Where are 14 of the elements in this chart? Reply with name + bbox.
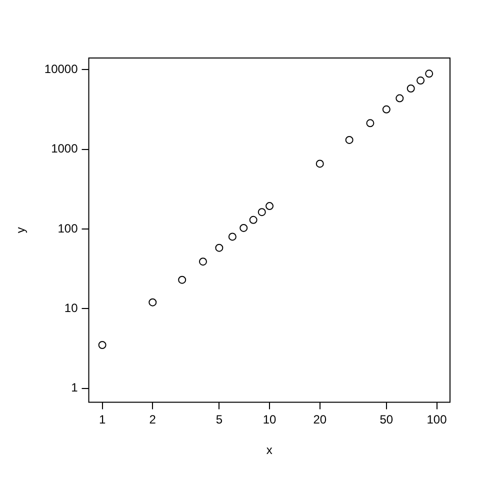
x-axis-title: x [266,443,272,458]
x-tick-label: 20 [313,412,327,427]
x-tick-label: 5 [216,412,223,427]
x-tick-label: 100 [426,412,448,427]
y-tick-label: 1000 [51,142,78,156]
y-tick-label: 10000 [44,62,78,76]
y-tick-label: 10 [64,300,78,315]
y-tick-label: 100 [58,221,78,236]
x-tick-label: 1 [98,412,106,427]
y-axis-title: y [14,227,28,234]
x-tick-label: 50 [380,412,394,427]
x-tick-label: 2 [149,412,156,427]
x-tick-label: 10 [262,412,277,427]
y-tick-label: 1 [71,380,78,395]
